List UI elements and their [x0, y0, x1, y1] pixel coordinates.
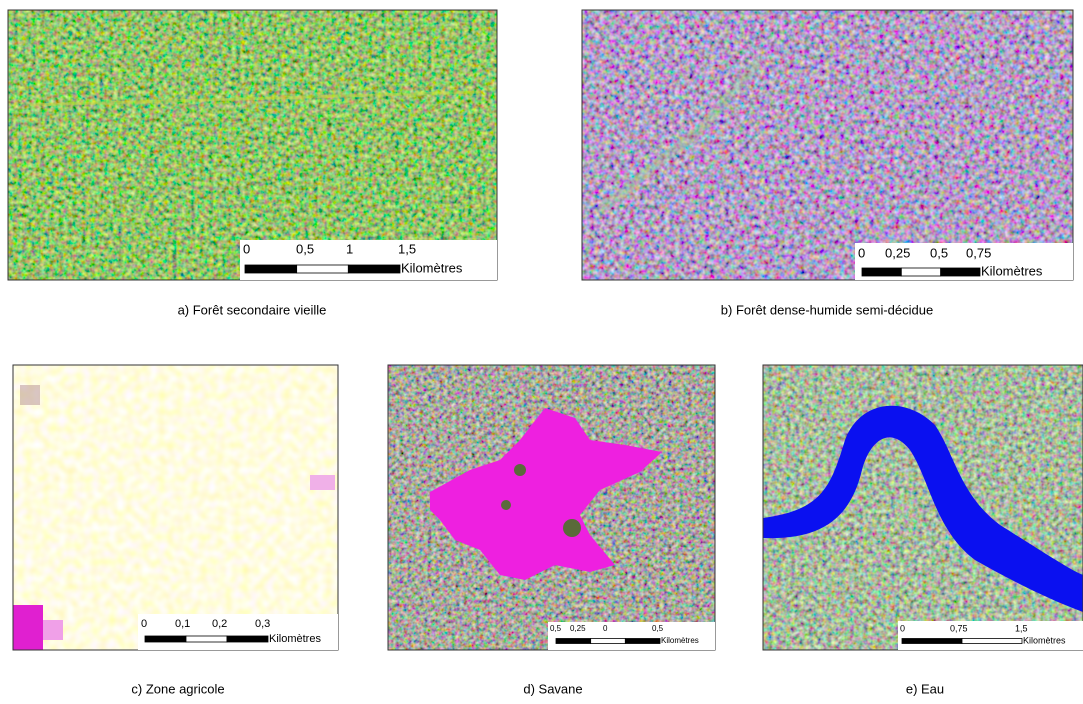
- scale-tick-label: 0,25: [885, 245, 910, 260]
- scale-segment: [902, 639, 962, 644]
- panel-a-image: [8, 10, 497, 280]
- scale-segment: [145, 636, 186, 642]
- scale-tick-label: 1,5: [398, 241, 416, 256]
- figure: 0 0,5 1 1,5 Kilomètres a) Forêt secondaire vi…: [0, 0, 1083, 704]
- caption: b) Forêt dense-humide semi-décidue: [721, 302, 933, 317]
- scale-tick-label: 1: [346, 241, 353, 256]
- scale-tick-label: 0,5: [550, 624, 562, 633]
- panel-d-image: [388, 365, 715, 650]
- scale-tick-label: 0,75: [966, 245, 991, 260]
- scale-tick-label: 0,1: [175, 618, 190, 630]
- scale-tick-label: 0,3: [255, 618, 270, 630]
- caption: d) Savane: [523, 681, 582, 696]
- scale-tick-label: 0,5: [930, 245, 948, 260]
- scale-tick-label: 0: [900, 623, 905, 633]
- scale-tick-label: 0,75: [950, 623, 968, 633]
- scale-segment: [227, 636, 268, 642]
- scale-tick-label: 0,5: [652, 624, 664, 633]
- scale-unit: Kilomètres: [1023, 635, 1066, 645]
- scale-segment: [186, 636, 227, 642]
- scale-segment: [591, 639, 626, 644]
- scale-tick-label: 0,5: [296, 241, 314, 256]
- scale-segment: [862, 268, 901, 276]
- scale-tick-label: 0: [603, 624, 608, 633]
- scale-segment: [901, 268, 940, 276]
- scale-segment: [962, 639, 1022, 644]
- scale-segment: [941, 268, 980, 276]
- scale-tick-label: 0,2: [212, 618, 227, 630]
- scale-unit: Kilomètres: [401, 260, 463, 275]
- scale-tick-label: 1,5: [1015, 623, 1028, 633]
- panel-b-image: [582, 10, 1073, 280]
- panel-c-image: [13, 365, 338, 650]
- scale-tick-label: 0: [141, 618, 147, 630]
- caption: e) Eau: [906, 681, 944, 696]
- scale-segment: [245, 265, 297, 273]
- caption: c) Zone agricole: [131, 681, 224, 696]
- scale-segment: [297, 265, 349, 273]
- scale-tick-label: 0,25: [570, 624, 586, 633]
- caption: a) Forêt secondaire vieille: [178, 302, 327, 317]
- scale-unit: Kilomètres: [661, 636, 699, 645]
- scale-segment: [556, 639, 591, 644]
- scale-segment: [625, 639, 660, 644]
- scale-tick-label: 0: [858, 245, 865, 260]
- scale-unit: Kilomètres: [269, 633, 321, 645]
- scale-unit: Kilomètres: [981, 263, 1043, 278]
- panel-e-image: [763, 365, 1083, 650]
- scale-segment: [348, 265, 400, 273]
- scale-tick-label: 0: [243, 241, 250, 256]
